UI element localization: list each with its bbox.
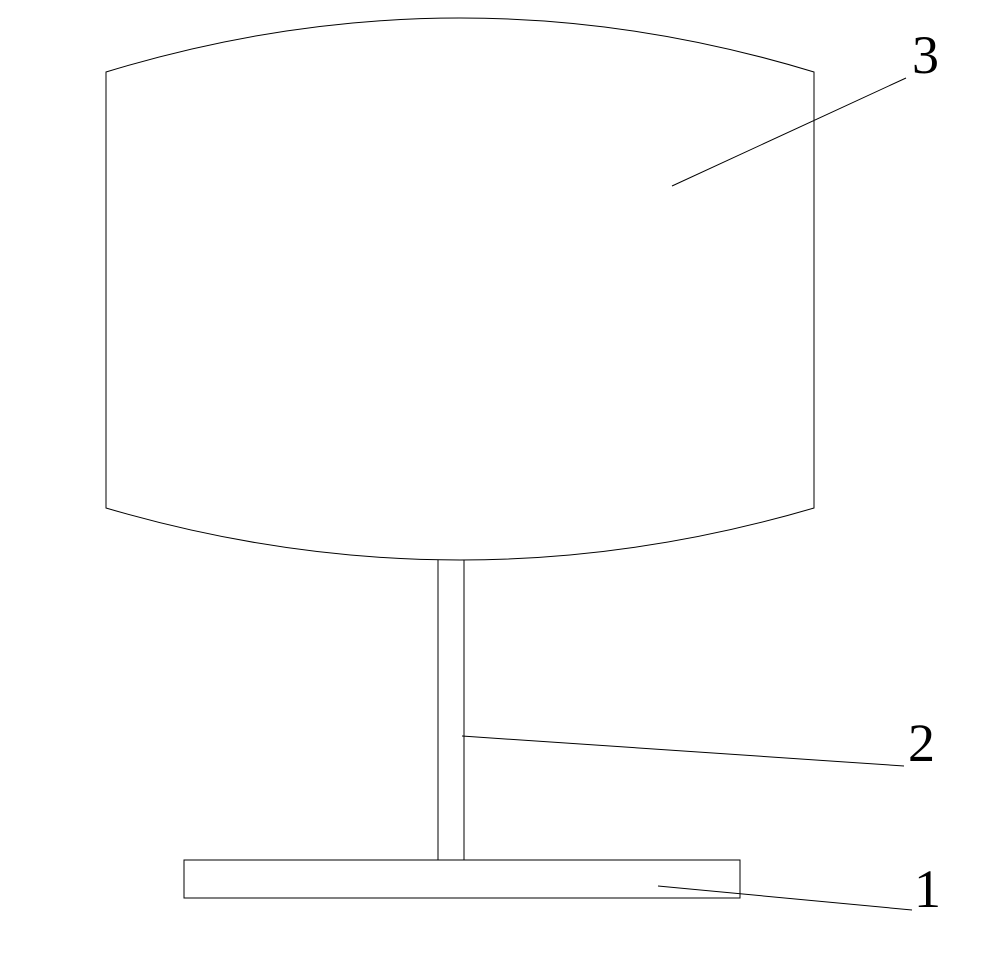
diagram-canvas (0, 0, 1000, 964)
lens-body (106, 18, 814, 560)
leader-line-2 (462, 736, 904, 766)
leader-line-3 (672, 78, 906, 186)
base-rect (184, 860, 740, 898)
